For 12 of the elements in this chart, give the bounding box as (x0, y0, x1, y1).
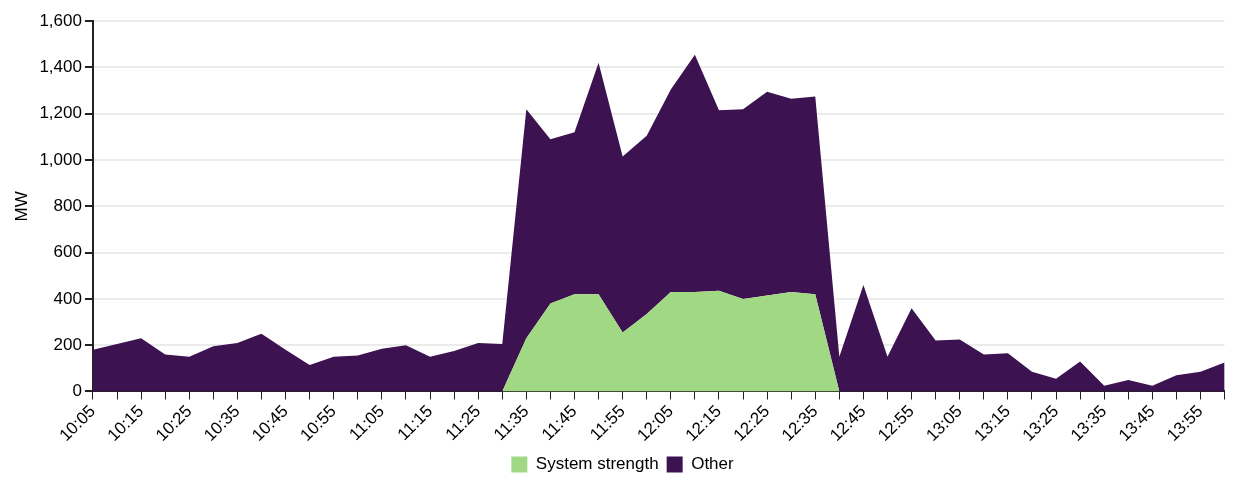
y-tick-label: 1,000 (39, 149, 82, 169)
y-tick-label: 600 (53, 242, 82, 262)
y-tick-label: 800 (53, 196, 82, 216)
y-tick-label: 1,200 (39, 103, 82, 123)
legend-label: System strength (535, 454, 659, 474)
y-axis-title: MW (11, 191, 31, 222)
y-tick-label: 1,400 (39, 57, 82, 77)
y-tick-label: 200 (53, 334, 82, 354)
y-tick-label: 0 (72, 381, 82, 401)
y-tick-label: 400 (53, 288, 82, 308)
y-tick-label: 1,600 (39, 10, 82, 30)
legend-label: Other (691, 454, 735, 474)
